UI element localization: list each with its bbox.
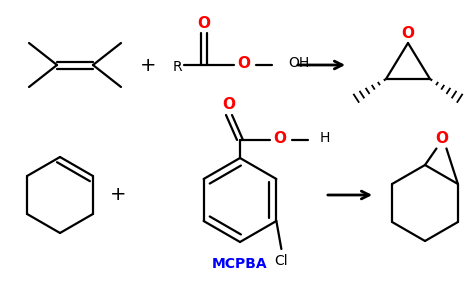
Text: O: O bbox=[237, 55, 250, 70]
Text: R: R bbox=[173, 60, 182, 74]
Text: +: + bbox=[110, 185, 126, 204]
Text: O: O bbox=[198, 16, 210, 30]
Text: MCPBA: MCPBA bbox=[212, 257, 268, 271]
Text: O: O bbox=[435, 131, 448, 146]
Text: O: O bbox=[222, 97, 236, 112]
Text: +: + bbox=[140, 55, 156, 74]
Text: OH: OH bbox=[288, 56, 309, 70]
Text: Cl: Cl bbox=[274, 254, 288, 268]
Text: O: O bbox=[401, 26, 414, 41]
Text: O: O bbox=[273, 131, 286, 145]
Text: H: H bbox=[320, 131, 330, 145]
